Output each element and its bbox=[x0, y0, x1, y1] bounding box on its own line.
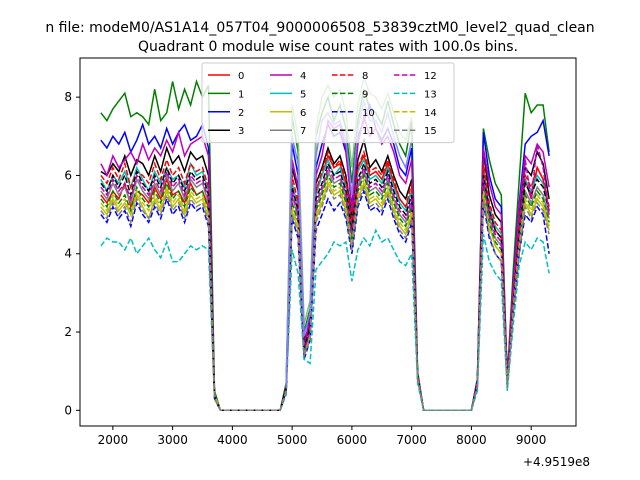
legend-entry-label: 6 bbox=[300, 108, 306, 119]
y-axis: 0 2 4 6 8 bbox=[64, 90, 80, 417]
legend-entry-label: 12 bbox=[424, 71, 437, 82]
x-axis: 2000 3000 4000 5000 6000 7000 8000 9000 bbox=[98, 426, 547, 447]
x-tick-label: 2000 bbox=[98, 433, 129, 447]
x-tick-label: 3000 bbox=[157, 433, 188, 447]
y-tick-label: 4 bbox=[64, 247, 72, 261]
x-tick-label: 8000 bbox=[456, 433, 487, 447]
legend-entry-label: 7 bbox=[300, 126, 306, 137]
legend-entry-label: 9 bbox=[362, 89, 368, 100]
y-tick-label: 6 bbox=[64, 168, 72, 182]
x-tick-label: 4000 bbox=[217, 433, 248, 447]
x-tick-label: 7000 bbox=[396, 433, 427, 447]
y-tick-label: 8 bbox=[64, 90, 72, 104]
legend-entry-label: 13 bbox=[424, 89, 437, 100]
chart-suptitle: n file: modeM0/AS1A14_057T04_9000006508_… bbox=[45, 20, 594, 36]
legend-entry-label: 2 bbox=[238, 108, 244, 119]
x-tick-label: 6000 bbox=[337, 433, 368, 447]
x-tick-label: 5000 bbox=[277, 433, 308, 447]
legend-box bbox=[201, 62, 455, 144]
y-tick-label: 2 bbox=[64, 325, 72, 339]
x-tick-label: 9000 bbox=[516, 433, 547, 447]
series-line-15 bbox=[100, 184, 550, 412]
legend-entry-label: 14 bbox=[424, 108, 437, 119]
legend-entry-label: 1 bbox=[238, 89, 244, 100]
legend-entry-label: 0 bbox=[238, 71, 244, 82]
series-line-13 bbox=[100, 228, 550, 412]
legend-entry-label: 5 bbox=[300, 89, 306, 100]
legend-entry-label: 4 bbox=[300, 71, 306, 82]
y-tick-label: 0 bbox=[64, 403, 72, 417]
legend-entry-label: 10 bbox=[362, 108, 375, 119]
series-line-14 bbox=[100, 177, 550, 412]
chart-title: Quadrant 0 module wise count rates with … bbox=[138, 39, 518, 55]
legend-entry-label: 3 bbox=[238, 126, 244, 137]
axes-frame bbox=[79, 57, 577, 427]
series-line-12 bbox=[100, 143, 550, 412]
x-axis-offset-label: +4.9519e8 bbox=[523, 455, 590, 469]
legend-entry-label: 15 bbox=[424, 126, 437, 137]
legend-entry-label: 11 bbox=[362, 126, 375, 137]
legend-entry-label: 8 bbox=[362, 71, 368, 82]
